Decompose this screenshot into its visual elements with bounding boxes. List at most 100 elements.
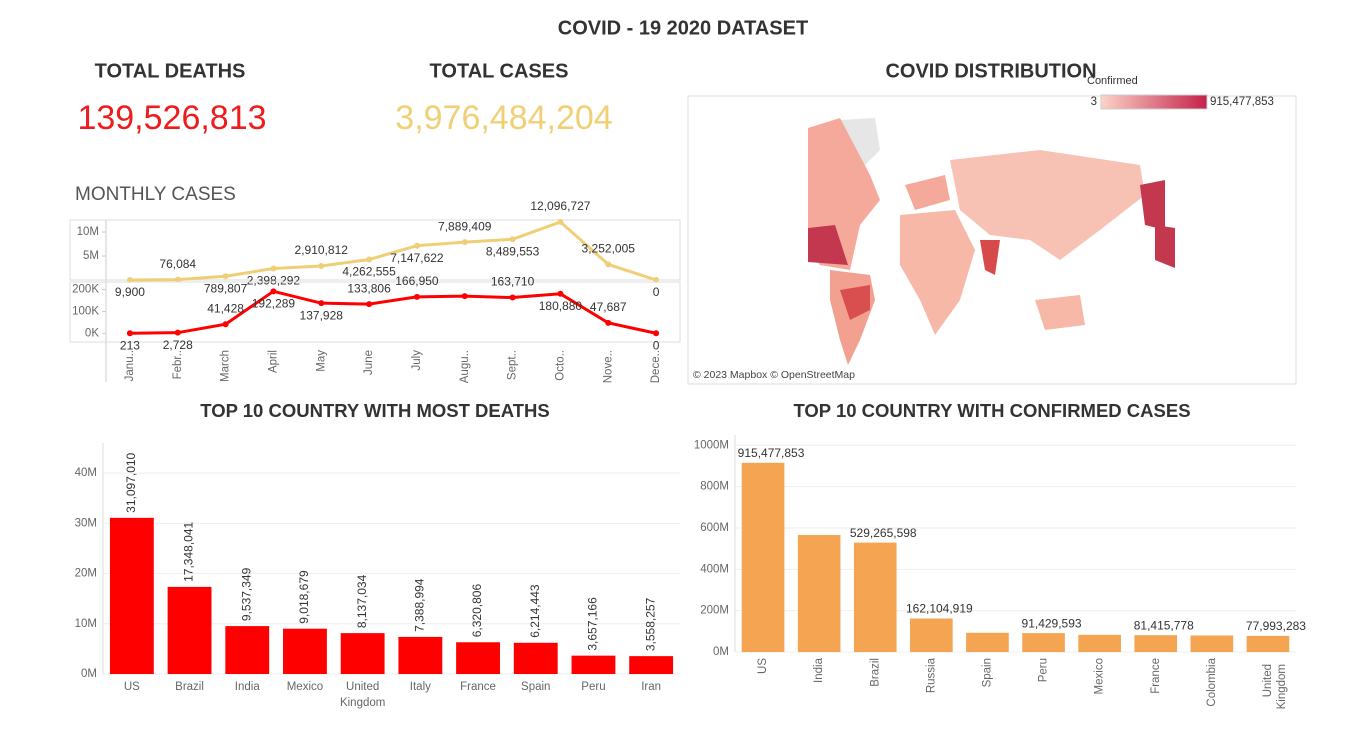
x-tick-label: Spain [521,681,550,693]
point [366,256,373,263]
bar [1190,635,1234,652]
point [413,293,420,300]
map-credit: © 2023 Mapbox © OpenStreetMap [693,369,855,381]
point [605,319,612,326]
point [653,330,660,337]
data-label: 3,657,166 [586,597,600,651]
x-tick-label: Dece.. [650,350,662,383]
data-label: 162,104,919 [906,602,973,616]
data-label: 7,147,622 [390,251,444,265]
x-tick-label: Colombia [1206,657,1218,706]
point [605,261,612,268]
point [222,273,229,280]
x-tick-label: April [267,350,279,373]
y-tick-label: 1000M [694,439,729,451]
data-label: 77,993,283 [1246,619,1306,633]
data-label: 9,018,679 [297,570,311,624]
kpi-label: TOTAL CASES [430,60,569,82]
point [126,276,133,283]
y-tick-label: 0K [85,327,99,339]
point [222,321,229,328]
land [1155,225,1175,268]
data-label: 76,084 [159,257,196,271]
x-tick-label: Sept.. [507,350,519,380]
x-tick-label: India [813,657,825,683]
x-tick-label: Peru [581,681,605,693]
data-label: 2,398,292 [247,274,301,288]
y-tick-label: 200M [700,605,729,617]
bar [1022,633,1065,652]
x-tick-label: India [235,681,261,693]
x-tick-label: Italy [410,681,431,693]
data-label: 7,889,409 [438,219,492,233]
bar [910,618,953,652]
map [687,95,1297,385]
bar [741,462,785,652]
y-tick-label: 20M [75,568,97,580]
y-tick-label: 40M [75,467,97,479]
x-tick-label: May [315,350,327,372]
panel-frame [69,281,681,343]
point [366,301,373,308]
data-label: 12,096,727 [530,199,590,213]
x-tick-label: Janu.. [124,350,136,381]
y-tick-label: 100K [72,305,99,317]
chart-title: TOP 10 COUNTRY WITH CONFIRMED CASES [793,400,1190,421]
data-label: 9,537,349 [239,567,253,621]
data-label: 163,710 [491,275,535,289]
bar [966,632,1009,652]
y-tick-label: 0M [81,668,97,680]
point [174,276,181,283]
data-label: 6,320,806 [470,584,484,638]
point [126,330,133,337]
bar [1078,634,1121,652]
point [509,294,516,301]
point [413,242,420,249]
data-label: 3,252,005 [582,242,636,256]
line [129,289,657,335]
legend-min: 3 [1091,96,1097,108]
legend-scale [1100,94,1208,110]
land [1035,295,1085,330]
data-label: 41,428 [207,301,244,315]
land [1140,180,1165,230]
data-label: 133,806 [347,281,391,295]
line [129,220,657,282]
point [318,300,325,307]
bar [340,633,385,674]
x-tick-label: US [757,658,769,674]
x-tick-label: France [460,681,496,693]
bar [283,628,327,674]
chart-title: COVID DISTRIBUTION [885,60,1096,82]
x-tick-label: United Kingdom [1262,664,1288,709]
y-tick-label: 30M [75,517,97,529]
point [461,293,468,300]
kpi-value: 3,976,484,204 [395,99,612,137]
land [950,150,1145,260]
x-tick-label: Octo.. [554,350,566,381]
x-tick-label: Febr.. [172,350,184,379]
data-label: 31,097,010 [124,452,138,512]
data-label: 0 [653,338,660,352]
point [270,288,277,295]
data-label: 6,214,443 [528,584,542,638]
y-tick-label: 400M [700,563,729,575]
legend-title: Confirmed [1087,75,1138,87]
land [980,240,1000,275]
chart-title: TOP 10 COUNTRY WITH MOST DEATHS [200,400,549,421]
data-label: 789,807 [204,281,248,295]
data-label: 7,388,994 [413,578,427,632]
data-label: 192,289 [252,296,296,310]
data-label: 81,415,778 [1134,618,1194,632]
data-label: 2,728 [163,338,193,352]
legend-max: 915,477,853 [1210,96,1274,108]
x-tick-label: July [411,350,423,371]
bar [456,642,500,674]
bar [1246,635,1290,652]
bar [629,656,674,674]
x-tick-label: United Kingdom [340,681,385,709]
panel-frame [69,219,681,281]
data-label: 91,429,593 [1022,616,1082,630]
y-tick-label: 5M [83,250,99,262]
